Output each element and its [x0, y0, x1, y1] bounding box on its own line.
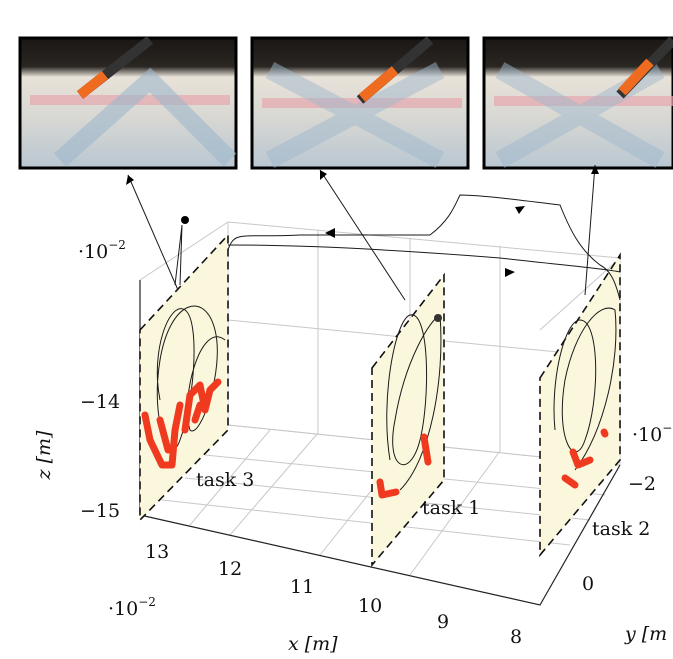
y-tick-label: −2: [628, 473, 656, 495]
x-scale: ·10−2: [108, 595, 156, 620]
task-label: task 2: [592, 518, 650, 540]
x-tick-label: 8: [510, 626, 522, 648]
z-tick-label: −14: [80, 391, 120, 413]
photos: [20, 38, 673, 168]
y-tick-label: 0: [582, 573, 594, 595]
x-tick-label: 10: [358, 595, 382, 617]
task-panels: [140, 235, 620, 565]
x-tick-label: 9: [437, 611, 449, 633]
z-axis-label: z [m]: [33, 430, 55, 480]
z-tick-label: −15: [80, 500, 120, 522]
x-tick-label: 12: [218, 558, 242, 580]
x-axis-label: x [m]: [288, 633, 338, 655]
y-scale: ·10−: [632, 421, 672, 446]
z-scale: ·10−2: [78, 238, 126, 263]
task-label: task 3: [196, 469, 254, 491]
figure: ·10−2 −14 −15 z [m] 13 12 11 10 9 8 ·10−…: [0, 0, 673, 659]
y-axis-label: y [m: [624, 623, 667, 645]
x-tick-label: 13: [145, 541, 169, 563]
task-label: task 1: [422, 497, 480, 519]
x-tick-label: 11: [290, 576, 314, 598]
